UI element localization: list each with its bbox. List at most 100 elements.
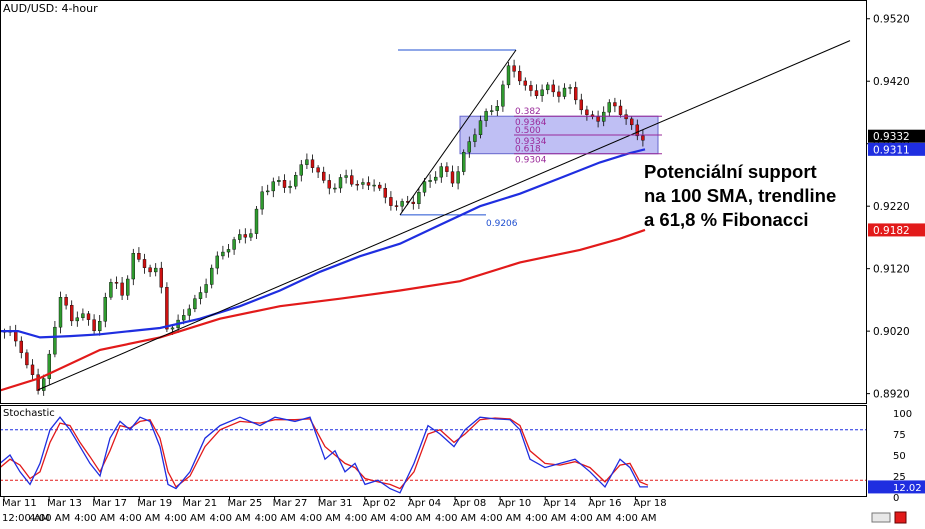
candle-body: [479, 121, 482, 135]
candle-body: [328, 180, 331, 188]
candle-body: [289, 186, 292, 187]
candle-body: [193, 299, 196, 309]
price-tick-label: 0.9020: [873, 326, 910, 338]
candle-body: [121, 283, 124, 295]
candle-body: [457, 172, 460, 184]
candle-body: [395, 206, 398, 207]
candle-body: [473, 135, 476, 142]
candle-body: [367, 182, 370, 185]
stochastic-tick-label: 100: [893, 409, 912, 420]
time-date-label: Apr 16: [588, 498, 621, 509]
candle-body: [384, 188, 387, 197]
time-time-label: 4:00 AM: [255, 513, 296, 524]
fib-value-label: 0.9304: [515, 156, 547, 166]
candle-body: [373, 185, 376, 186]
time-date-label: Mar 17: [92, 498, 127, 509]
candle-body: [115, 282, 118, 283]
fib-ratio-label: 0.618: [515, 145, 541, 155]
candle-body: [14, 331, 17, 341]
candle-body: [345, 176, 348, 178]
candle-body: [20, 341, 23, 353]
candle-body: [569, 87, 572, 88]
annotation-line-3: a 61,8 % Fibonacci: [644, 208, 884, 232]
candle-body: [143, 259, 146, 267]
candle-body: [501, 85, 504, 106]
time-date-label: Apr 14: [543, 498, 576, 509]
candle-body: [98, 321, 101, 331]
candle-body: [574, 87, 577, 99]
candle-body: [468, 142, 471, 153]
candle-body: [485, 111, 488, 120]
time-date-label: Mar 25: [228, 498, 263, 509]
candle-body: [518, 71, 521, 81]
candle-body: [165, 287, 168, 329]
time-time-label: 4:00 AM: [390, 513, 431, 524]
candle-body: [401, 201, 404, 206]
candle-body: [59, 297, 62, 327]
time-date-label: Mar 31: [318, 498, 353, 509]
scroll-control[interactable]: [872, 513, 890, 522]
time-date-label: Apr 04: [408, 498, 441, 509]
candle-body: [266, 191, 269, 192]
time-date-label: Mar 19: [137, 498, 172, 509]
candle-body: [137, 253, 140, 259]
candle-body: [221, 252, 224, 256]
candle-body: [199, 293, 202, 299]
price-tick-label: 0.9120: [873, 264, 910, 276]
annotation-text: Potenciální support na 100 SMA, trendlin…: [644, 160, 884, 232]
candle-body: [507, 66, 510, 85]
time-time-label: 4:00 AM: [480, 513, 521, 524]
candle-body: [378, 185, 381, 188]
candle-body: [109, 282, 112, 297]
candle-body: [440, 167, 443, 178]
candle-body: [557, 92, 560, 97]
price-tag-label: 0.9311: [873, 144, 910, 156]
candle-body: [81, 314, 84, 318]
time-time-label: 4:00 AM: [119, 513, 160, 524]
candle-body: [641, 136, 644, 140]
time-date-label: Mar 13: [47, 498, 82, 509]
candle-body: [227, 249, 230, 252]
candle-body: [339, 177, 342, 188]
time-date-label: Apr 10: [498, 498, 531, 509]
candle-body: [541, 90, 544, 96]
candle-body: [87, 314, 90, 320]
fib-ratio-label: 0.382: [515, 107, 541, 117]
candle-body: [65, 297, 68, 305]
price-tick-label: 0.8920: [873, 389, 910, 401]
candle-body: [210, 268, 213, 284]
time-date-label: Apr 18: [633, 498, 666, 509]
candle-body: [25, 353, 28, 365]
candle-body: [429, 180, 432, 181]
fib-ratio-label: 0.500: [515, 126, 541, 136]
candle-body: [389, 197, 392, 205]
candle-body: [412, 202, 415, 204]
candle-body: [563, 88, 566, 96]
candle-body: [451, 172, 454, 183]
candle-body: [160, 268, 163, 287]
candle-body: [261, 192, 264, 209]
candle-body: [417, 192, 420, 204]
candle-body: [636, 125, 639, 136]
close-icon[interactable]: [895, 512, 906, 523]
candle-body: [300, 165, 303, 176]
candle-body: [93, 320, 96, 331]
candle-body: [182, 315, 185, 320]
time-time-label: 4:00 AM: [435, 513, 476, 524]
time-time-label: 4:00 AM: [74, 513, 115, 524]
time-date-label: Apr 02: [363, 498, 396, 509]
candle-body: [552, 85, 555, 92]
candle-body: [546, 85, 549, 90]
candle-body: [597, 117, 600, 122]
stochastic-tick-label: 0: [893, 493, 899, 504]
price-tick-label: 0.9420: [873, 76, 910, 88]
swing-low-label: 0.9206: [486, 219, 518, 229]
candle-body: [462, 152, 465, 171]
candle-body: [154, 268, 157, 272]
candle-body: [513, 66, 516, 72]
stochastic-tick-label: 75: [893, 430, 906, 441]
annotation-line-1: Potenciální support: [644, 160, 884, 184]
time-time-label: 4:00 AM: [164, 513, 205, 524]
candle-body: [350, 176, 353, 185]
